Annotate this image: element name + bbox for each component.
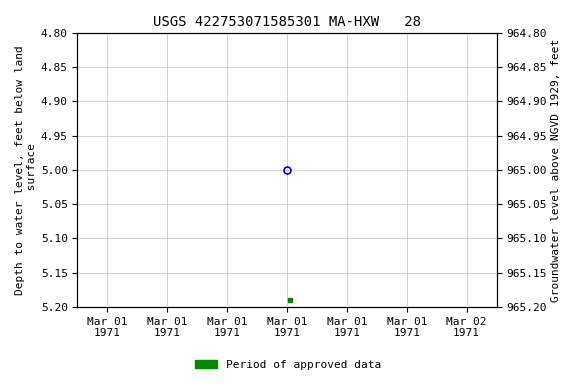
Title: USGS 422753071585301 MA-HXW   28: USGS 422753071585301 MA-HXW 28 bbox=[153, 15, 421, 29]
Y-axis label: Groundwater level above NGVD 1929, feet: Groundwater level above NGVD 1929, feet bbox=[551, 38, 561, 301]
Y-axis label: Depth to water level, feet below land
 surface: Depth to water level, feet below land su… bbox=[15, 45, 37, 295]
Legend: Period of approved data: Period of approved data bbox=[191, 356, 385, 375]
